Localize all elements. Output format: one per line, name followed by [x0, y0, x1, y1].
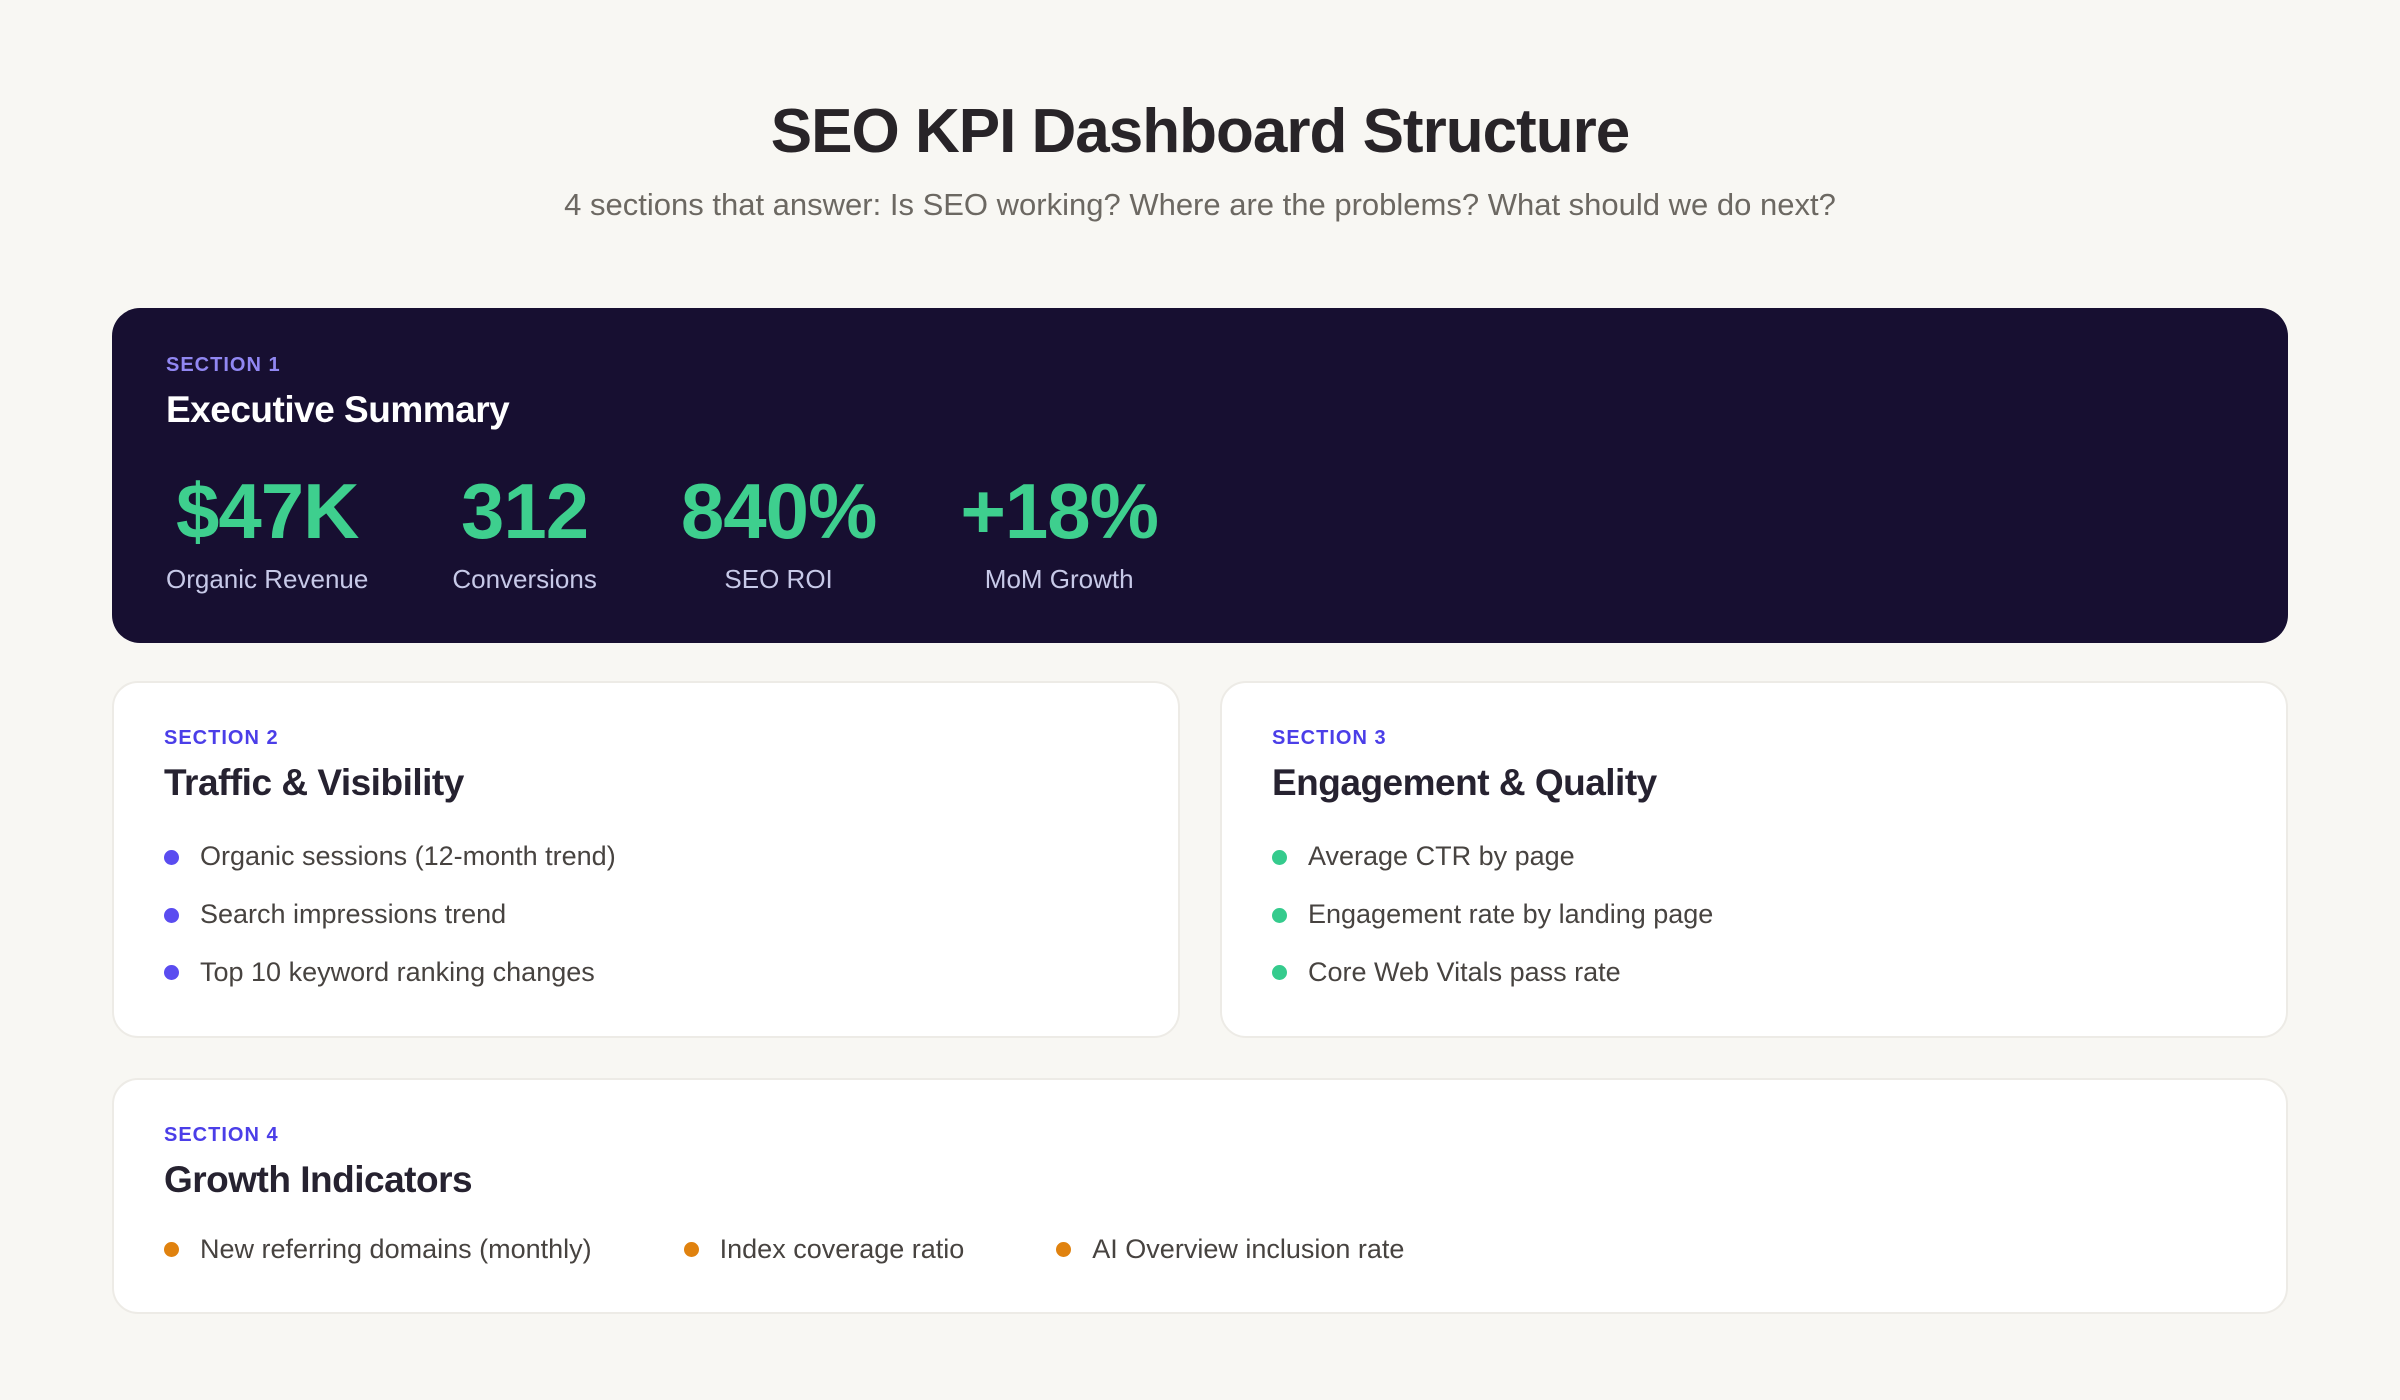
metric-seo-roi: 840% SEO ROI: [680, 466, 877, 596]
section-2-label: SECTION 2: [164, 727, 279, 750]
list-item-text: Engagement rate by landing page: [1308, 899, 1714, 930]
section-3-title: Engagement & Quality: [1272, 762, 1657, 804]
metric-conversions: 312 Conversions: [452, 466, 597, 596]
main-content: SECTION 1 Executive Summary $47K Organic…: [112, 307, 2288, 1315]
page-header: SEO KPI Dashboard Structure 4 sections t…: [0, 0, 2400, 226]
metric-value: 312: [461, 466, 589, 555]
metric-label: MoM Growth: [984, 564, 1134, 595]
list-item-text: Index coverage ratio: [719, 1233, 965, 1264]
list-item: New referring domains (monthly): [164, 1233, 592, 1267]
list-item: Average CTR by page: [1272, 840, 2236, 874]
section-4-list: New referring domains (monthly) Index co…: [164, 1233, 2236, 1267]
section-3-engagement-quality-card: SECTION 3 Engagement & Quality Average C…: [1220, 681, 2288, 1038]
section-4-growth-indicators-card: SECTION 4 Growth Indicators New referrin…: [112, 1077, 2288, 1315]
section-4-label: SECTION 4: [164, 1123, 279, 1146]
bullet-dot: [1272, 965, 1287, 981]
section-4-title: Growth Indicators: [164, 1158, 473, 1200]
section-1-executive-summary-card: SECTION 1 Executive Summary $47K Organic…: [112, 307, 2288, 644]
list-item: Core Web Vitals pass rate: [1272, 956, 2236, 990]
metric-value: +18%: [960, 466, 1159, 555]
page-subtitle: 4 sections that answer: Is SEO working? …: [564, 187, 1836, 223]
bullet-dot: [164, 965, 179, 981]
section-2-title: Traffic & Visibility: [164, 762, 464, 804]
metric-mom-growth: +18% MoM Growth: [960, 466, 1159, 596]
list-item: Top 10 keyword ranking changes: [164, 956, 1128, 990]
metrics-row: $47K Organic Revenue 312 Conversions 840…: [166, 466, 2234, 596]
list-item: Index coverage ratio: [683, 1233, 965, 1267]
list-item-text: Organic sessions (12-month trend): [200, 841, 616, 872]
two-column-row: SECTION 2 Traffic & Visibility Organic s…: [112, 681, 2288, 1038]
bullet-dot: [164, 1242, 179, 1258]
metric-label: Organic Revenue: [166, 564, 369, 595]
list-item: Engagement rate by landing page: [1272, 898, 2236, 932]
page-title: SEO KPI Dashboard Structure: [770, 97, 1630, 166]
bullet-dot: [164, 907, 179, 923]
list-item-text: Search impressions trend: [200, 899, 507, 930]
section-3-list: Average CTR by page Engagement rate by l…: [1272, 840, 2236, 989]
list-item-text: Core Web Vitals pass rate: [1308, 956, 1621, 987]
bullet-dot: [1272, 849, 1287, 865]
metric-organic-revenue: $47K Organic Revenue: [166, 466, 369, 596]
list-item-text: New referring domains (monthly): [200, 1233, 592, 1264]
list-item: Organic sessions (12-month trend): [164, 840, 1128, 874]
list-item-text: Top 10 keyword ranking changes: [200, 956, 595, 987]
bullet-dot: [1056, 1242, 1072, 1258]
metric-label: Conversions: [452, 564, 597, 595]
bullet-dot: [1272, 907, 1287, 923]
metric-label: SEO ROI: [724, 564, 833, 595]
list-item-text: Average CTR by page: [1308, 841, 1575, 872]
bullet-dot: [164, 849, 179, 865]
section-2-traffic-visibility-card: SECTION 2 Traffic & Visibility Organic s…: [112, 681, 1180, 1038]
metric-value: 840%: [680, 466, 877, 555]
bullet-dot: [683, 1242, 699, 1258]
list-item: AI Overview inclusion rate: [1056, 1233, 1404, 1267]
metric-value: $47K: [175, 466, 359, 555]
list-item-text: AI Overview inclusion rate: [1092, 1233, 1405, 1264]
full-width-row: SECTION 4 Growth Indicators New referrin…: [112, 1077, 2288, 1315]
section-1-title: Executive Summary: [166, 388, 510, 430]
section-2-list: Organic sessions (12-month trend) Search…: [164, 840, 1128, 989]
section-3-label: SECTION 3: [1272, 727, 1387, 750]
list-item: Search impressions trend: [164, 898, 1128, 932]
section-1-label: SECTION 1: [166, 353, 281, 376]
